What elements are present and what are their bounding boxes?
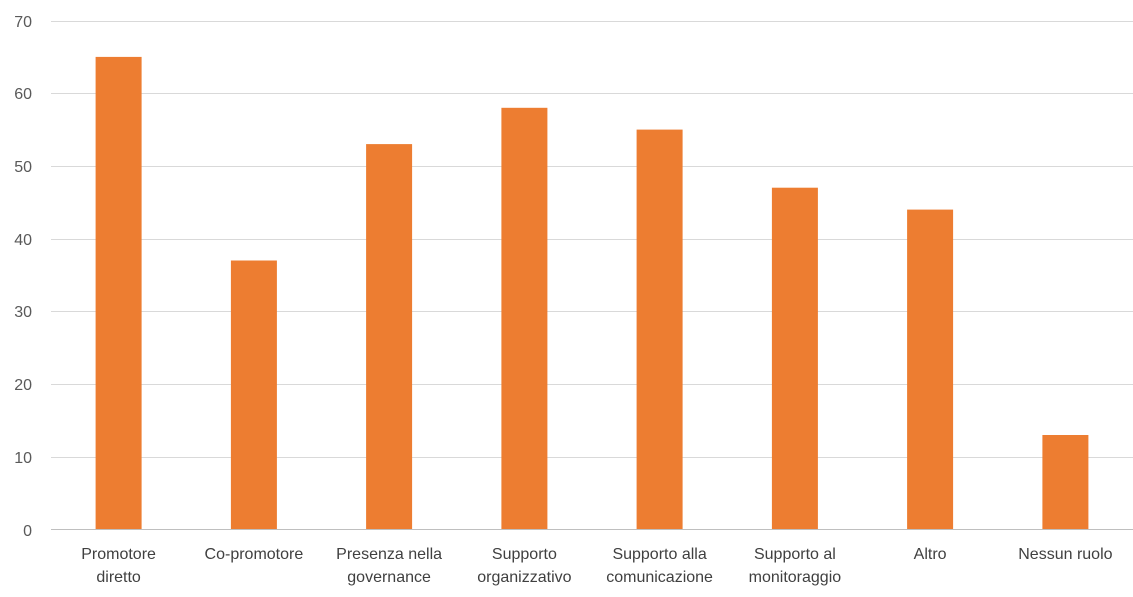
bar [636, 129, 683, 530]
bar [907, 209, 954, 530]
y-axis-ticks: 0 10 20 30 40 50 60 70 [14, 14, 32, 540]
y-tick-label: 0 [23, 523, 32, 540]
y-tick-label: 10 [14, 450, 32, 467]
x-tick-label: Supporto alla comunicazione [606, 546, 713, 586]
x-tick-label: Supporto organizzativo [477, 546, 571, 586]
y-tick-label: 30 [14, 304, 32, 321]
y-tick-label: 20 [14, 377, 32, 394]
x-tick-label: Co-promotore [205, 546, 304, 563]
bar [366, 144, 413, 530]
x-tick-label: Supporto al monitoraggio [749, 546, 842, 586]
x-tick-label: Nessun ruolo [1018, 546, 1112, 563]
bar [501, 107, 548, 530]
bar [95, 56, 142, 530]
bar [1042, 435, 1089, 530]
bar [230, 260, 277, 530]
y-tick-label: 40 [14, 232, 32, 249]
y-tick-label: 70 [14, 14, 32, 31]
x-tick-label: Altro [914, 546, 947, 563]
bars [95, 56, 1089, 530]
y-tick-label: 50 [14, 159, 32, 176]
gridlines [51, 21, 1133, 458]
x-tick-label: Promotore diretto [81, 546, 156, 586]
x-axis-category-labels: Promotore diretto Co-promotore Presenza nel… [81, 546, 1112, 586]
y-tick-label: 60 [14, 86, 32, 103]
x-tick-label: Presenza nella governance [336, 546, 442, 586]
bar [771, 187, 818, 530]
